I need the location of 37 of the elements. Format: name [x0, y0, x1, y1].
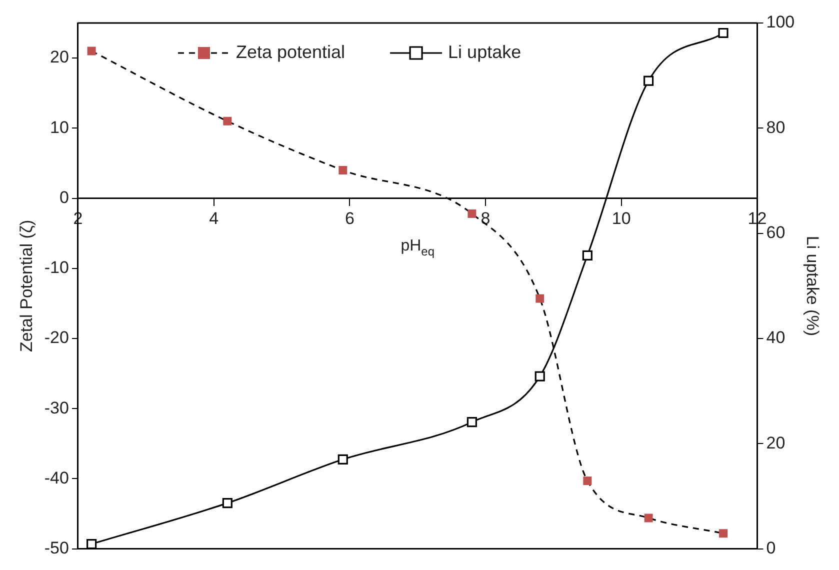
- legend-label: Zeta potential: [236, 42, 346, 62]
- y2-axis-title: Li uptake (%): [803, 236, 822, 336]
- point: [222, 498, 232, 508]
- x-tick-label: 4: [209, 209, 219, 228]
- y-tick-label: -50: [44, 538, 69, 558]
- y2-tick-label: 20: [766, 433, 786, 452]
- point: [468, 209, 476, 218]
- y2-tick-label: 40: [766, 328, 786, 348]
- y2-tick-label: 60: [766, 223, 786, 242]
- point: [338, 454, 348, 464]
- point: [536, 294, 544, 303]
- point: [466, 417, 477, 428]
- point: [86, 539, 97, 549]
- y-tick-label: 20: [50, 48, 69, 67]
- y-tick-label: -40: [44, 468, 69, 488]
- y-tick-label: 10: [50, 118, 69, 137]
- y2-tick-label: 100: [766, 12, 795, 32]
- point: [583, 476, 592, 486]
- y-tick-label: -20: [44, 328, 69, 348]
- x-tick-label: 6: [344, 209, 354, 228]
- point: [87, 46, 96, 56]
- point: [644, 76, 654, 86]
- point: [223, 116, 232, 126]
- x-tick-label: 10: [612, 209, 631, 228]
- point: [338, 166, 348, 174]
- y-tick-label: 0: [60, 188, 69, 207]
- point: [582, 250, 592, 260]
- y-axis-title: Zetal Potential (ζ): [16, 220, 36, 352]
- point: [718, 28, 728, 38]
- y-tick-label: -10: [44, 258, 69, 278]
- y-tick-label: -30: [44, 398, 69, 418]
- y2-tick-label: 80: [766, 118, 786, 137]
- point: [534, 371, 545, 382]
- legend-label: Li uptake: [448, 42, 522, 62]
- point: [644, 514, 653, 522]
- y2-tick-label: 0: [766, 538, 776, 558]
- point: [719, 529, 728, 538]
